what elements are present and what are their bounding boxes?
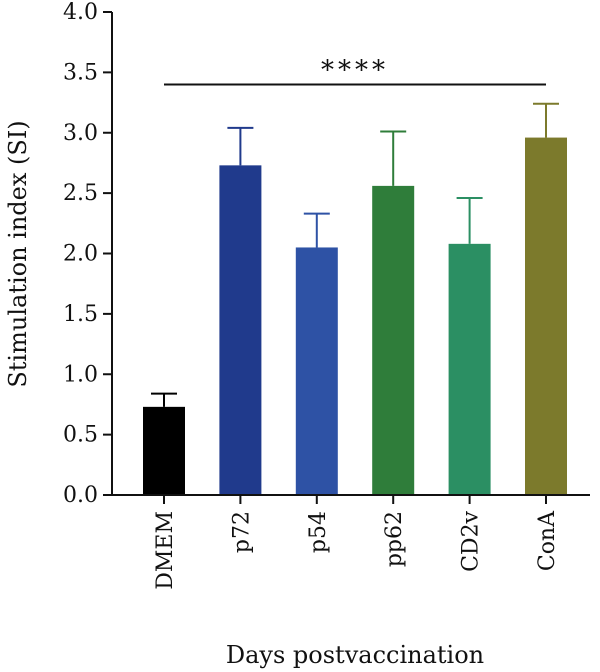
bar	[525, 137, 567, 495]
x-tick-label: DMEM	[153, 511, 178, 590]
y-axis: 0.0 0.5 1.0 1.5 2.0 2.5 3.0 3.5 4.0	[63, 0, 113, 508]
y-tick-label: 2.5	[63, 181, 98, 206]
y-tick-label: 2.0	[63, 242, 98, 267]
y-tick-label: 3.5	[63, 60, 98, 85]
x-tick-label: p54	[306, 511, 331, 553]
y-tick-label: 1.0	[63, 362, 98, 387]
x-tick-label: pp62	[382, 511, 407, 567]
bar	[372, 185, 415, 495]
x-axis-title: Days postvaccination	[226, 641, 484, 669]
y-tick-label: 0.0	[63, 483, 98, 508]
y-tick-label: 0.5	[63, 423, 98, 448]
x-axis: DMEM p72 p54 pp62 CD2v ConA	[112, 494, 590, 590]
bar	[448, 243, 491, 495]
bar	[219, 165, 262, 496]
x-tick-label: p72	[229, 511, 254, 553]
bars	[143, 102, 567, 496]
y-axis-title: Stimulation index (SI)	[4, 120, 32, 387]
x-tick-label: CD2v	[459, 510, 484, 571]
bar	[143, 406, 185, 495]
significance-annotation: ****	[164, 55, 546, 86]
x-tick-label: ConA	[535, 510, 560, 571]
y-tick-label: 4.0	[63, 0, 98, 25]
bar	[295, 247, 338, 495]
y-tick-label: 1.5	[63, 302, 98, 327]
y-tick-label: 3.0	[63, 121, 98, 146]
significance-label: ****	[321, 55, 389, 85]
